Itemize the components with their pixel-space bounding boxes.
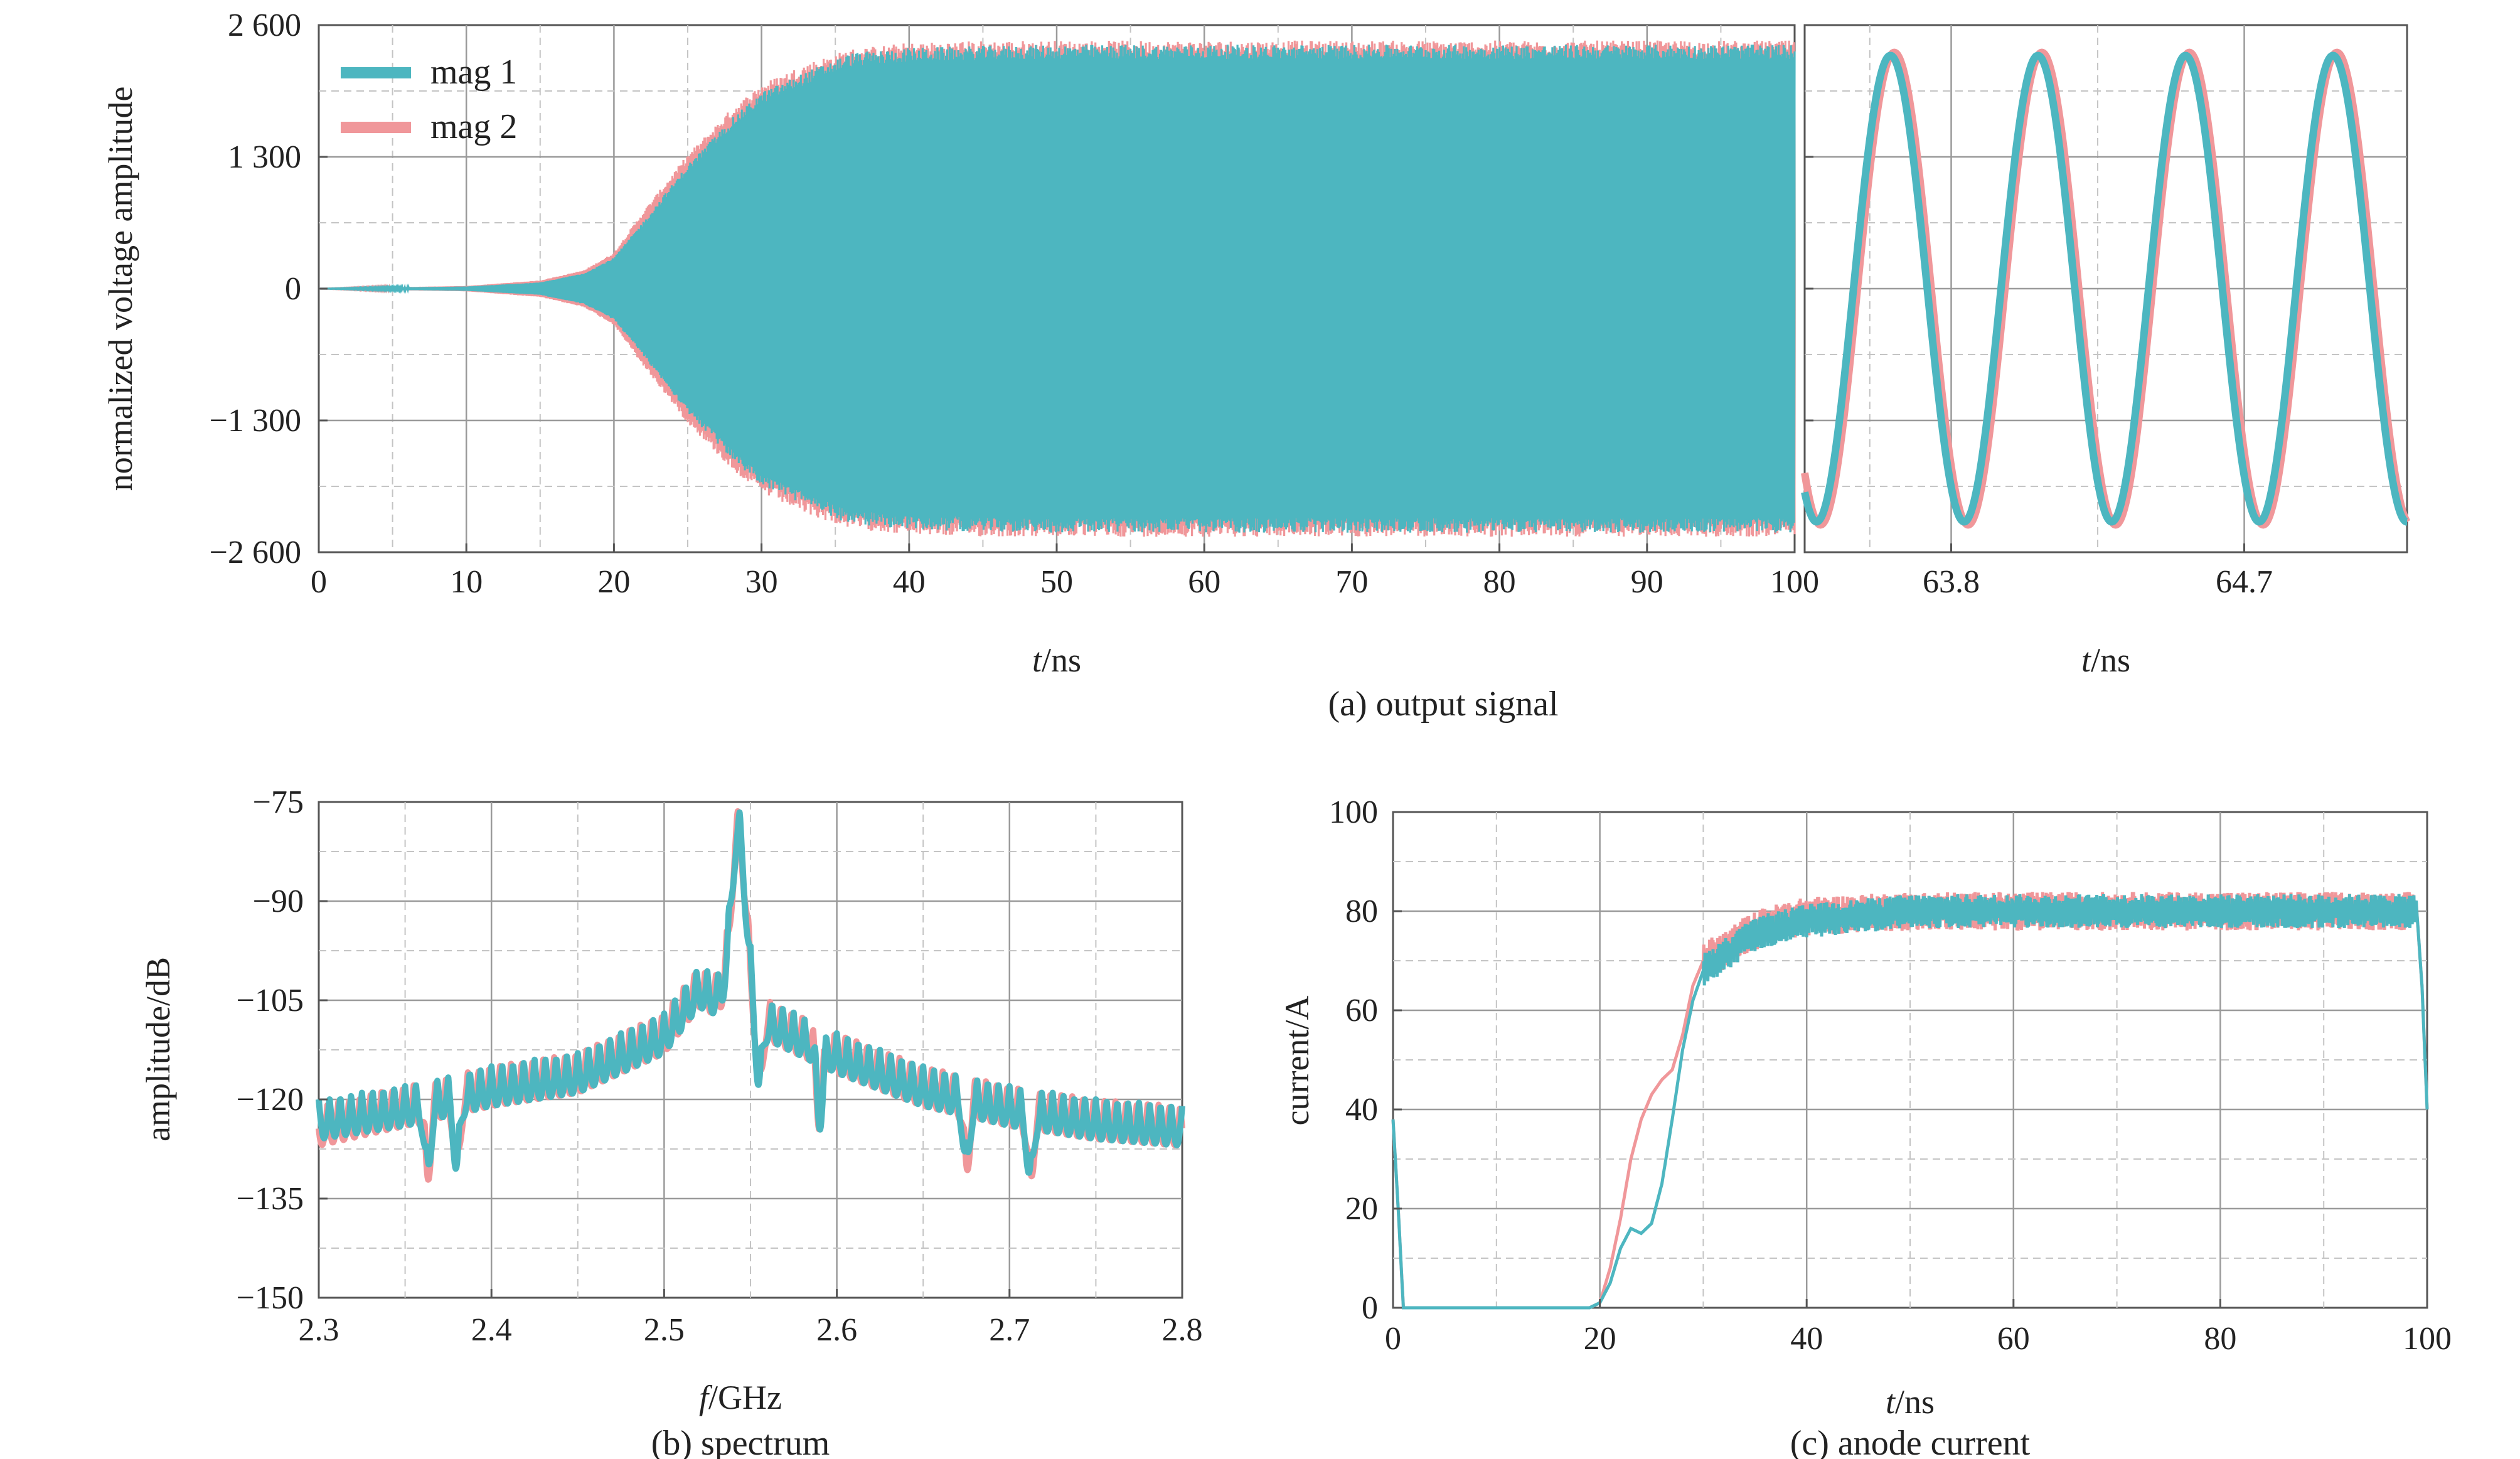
y-tick-labels-a: 2 600 1 300 0 −1 300 −2 600 xyxy=(210,8,328,570)
x-axis-label-b: f/GHz xyxy=(699,1379,782,1416)
caption-a: (a) output signal xyxy=(1328,685,1558,724)
y-tick-label: 60 xyxy=(1345,993,1378,1029)
y-tick-label: 0 xyxy=(1362,1290,1378,1326)
y-tick-label: 1 300 xyxy=(228,139,301,175)
legend-label-mag2: mag 2 xyxy=(430,107,517,146)
series-line-mag1 xyxy=(1801,51,2408,526)
y-tick-label: 80 xyxy=(1345,894,1378,929)
x-tick-label: 80 xyxy=(2204,1321,2236,1357)
x-tick-label: 30 xyxy=(745,564,778,600)
y-axis-label-c: current/A xyxy=(1278,996,1316,1126)
x-tick-labels-b: 2.3 2.4 2.5 2.6 2.7 2.8 xyxy=(299,1289,1203,1348)
y-tick-label: −1 300 xyxy=(210,403,301,439)
x-tick-labels-a: 0 10 20 30 40 50 60 70 80 90 100 xyxy=(311,543,1819,600)
x-axis-label-c: t/ns xyxy=(1886,1383,1935,1421)
x-tick-label: 80 xyxy=(1483,564,1516,600)
x-tick-label: 2.7 xyxy=(989,1312,1030,1348)
y-tick-label: −2 600 xyxy=(210,535,301,570)
y-tick-labels-c: 0 20 40 60 80 100 xyxy=(1329,794,1402,1326)
x-tick-label: 2.5 xyxy=(644,1312,685,1348)
y-tick-labels-b: −75 −90 −105 −120 −135 −150 xyxy=(237,784,328,1316)
series-line-mag1 xyxy=(1391,894,2429,1310)
legend: mag 1 mag 2 xyxy=(341,53,517,146)
y-tick-label: −150 xyxy=(237,1280,304,1316)
x-tick-label: 0 xyxy=(1385,1321,1401,1357)
panel-c-plot: 0 20 40 60 80 100 0 20 40 60 80 100 t/ns current/A… xyxy=(1278,794,2452,1459)
series-group-b xyxy=(316,808,1185,1183)
y-tick-label: −135 xyxy=(237,1181,304,1217)
y-tick-label: −105 xyxy=(237,983,304,1018)
series-group-a-zoom xyxy=(1801,48,2411,529)
panel-a-main-plot: 0 10 20 30 40 50 60 70 80 90 100 2 600 1 300 0 −1 300… xyxy=(102,8,1819,679)
y-tick-label: −90 xyxy=(253,884,304,919)
series-group-c xyxy=(1391,892,2429,1310)
y-tick-label: 100 xyxy=(1329,794,1378,830)
x-tick-label: 63.8 xyxy=(1923,564,1980,600)
x-tick-label: 2.6 xyxy=(816,1312,857,1348)
x-tick-label: 20 xyxy=(597,564,630,600)
x-tick-label: 2.8 xyxy=(1162,1312,1203,1348)
x-tick-label: 0 xyxy=(311,564,327,600)
x-tick-label: 2.4 xyxy=(471,1312,512,1348)
x-tick-label: 20 xyxy=(1584,1321,1616,1357)
panel-a-zoom-plot: 63.8 64.7 t/ns xyxy=(1801,24,2411,679)
y-tick-label: 20 xyxy=(1345,1191,1378,1227)
x-axis-label-a: t/ns xyxy=(1032,641,1081,679)
y-tick-label: 0 xyxy=(285,271,301,307)
y-tick-label: −120 xyxy=(237,1082,304,1118)
x-tick-label: 2.3 xyxy=(299,1312,339,1348)
y-tick-label: −75 xyxy=(253,784,304,820)
y-axis-label-b: amplitude/dB xyxy=(139,957,177,1141)
y-axis-label-a: normalized voltage amplitude xyxy=(102,87,139,491)
x-tick-label: 40 xyxy=(893,564,926,600)
x-tick-label: 90 xyxy=(1631,564,1663,600)
x-tick-label: 50 xyxy=(1040,564,1073,600)
legend-label-mag1: mag 1 xyxy=(430,53,517,92)
x-tick-labels-c: 0 20 40 60 80 100 xyxy=(1385,1299,2452,1357)
caption-b: (b) spectrum xyxy=(651,1424,830,1459)
x-tick-label: 100 xyxy=(2403,1321,2452,1357)
series-line-mag1 xyxy=(316,809,1185,1176)
series-line-mag1 xyxy=(319,45,1796,533)
x-tick-labels-a-zoom: 63.8 64.7 xyxy=(1805,156,2273,600)
y-tick-label: 2 600 xyxy=(228,8,301,43)
x-tick-label: 40 xyxy=(1790,1321,1823,1357)
series-group-a xyxy=(319,40,1796,537)
x-tick-label: 60 xyxy=(1997,1321,2030,1357)
x-tick-label: 10 xyxy=(450,564,483,600)
x-axis-label-a-zoom: t/ns xyxy=(2081,641,2130,679)
caption-c: (c) anode current xyxy=(1790,1424,2031,1459)
y-tick-label: 40 xyxy=(1345,1092,1378,1128)
x-tick-label: 64.7 xyxy=(2216,564,2273,600)
x-tick-label: 60 xyxy=(1188,564,1220,600)
x-tick-label: 100 xyxy=(1770,564,1819,600)
panel-b-plot: 2.3 2.4 2.5 2.6 2.7 2.8 −75 −90 −105 −120 −135 −15… xyxy=(139,784,1203,1459)
x-tick-label: 70 xyxy=(1335,564,1368,600)
